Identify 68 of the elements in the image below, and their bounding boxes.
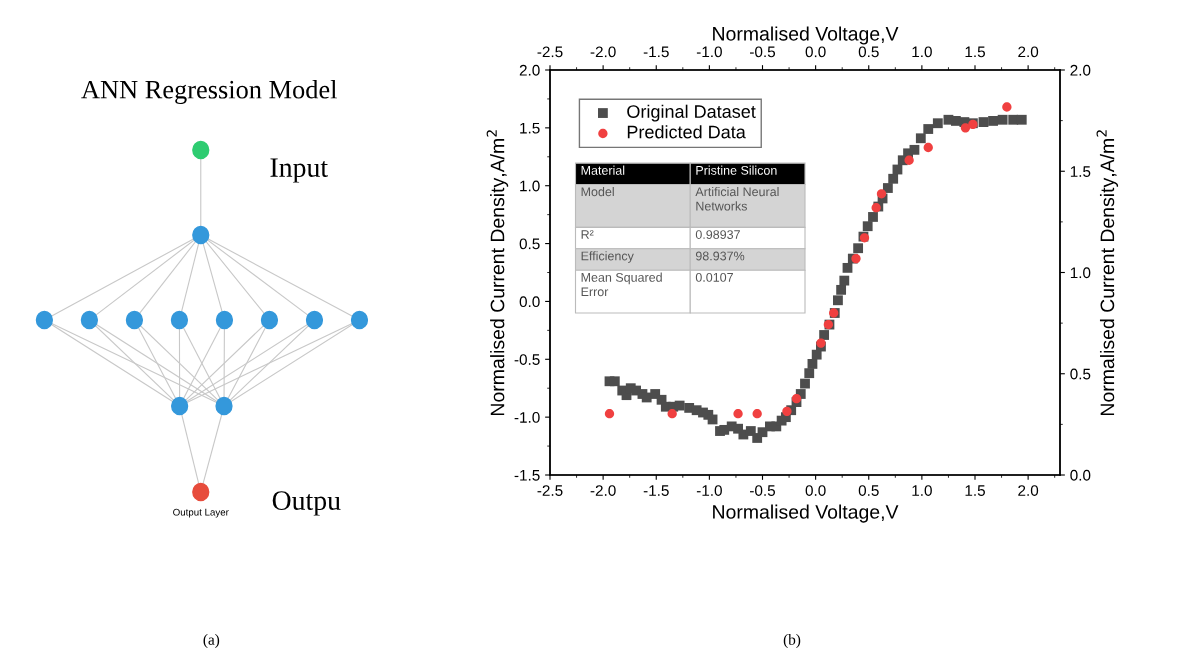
point	[816, 338, 826, 348]
annotation: 0.98937	[695, 230, 740, 239]
text: Output Layer	[173, 508, 229, 518]
y-axis-title: Normalised Current Density,A/m$^{2}$	[486, 130, 509, 415]
x-tick-label: -0.5	[750, 485, 776, 496]
annotation: 0.0107	[695, 272, 733, 282]
x2-tick-label: -2.0	[590, 46, 616, 58]
annotation: Efficiency	[581, 251, 634, 263]
y2-tick-label: 2.0	[1070, 64, 1091, 76]
y2-tick-label: 1.0	[1070, 267, 1091, 279]
y-tick-label: 0.0	[519, 296, 540, 308]
y-tick-label: 1.5	[520, 122, 540, 134]
point	[904, 155, 914, 165]
x2-tick-label: -0.5	[750, 46, 776, 58]
x-tick-label: -2.0	[590, 485, 616, 496]
y2-tick-label: 1.5	[1070, 166, 1091, 177]
annotation: 98.937%	[695, 251, 745, 261]
y2-tick-label: 0.5	[1070, 368, 1091, 380]
point	[604, 409, 615, 419]
y2-tick-label: 0.0	[1070, 469, 1091, 481]
y-tick-label: 1.0	[520, 180, 540, 192]
point	[923, 142, 933, 153]
x2-tick-label: -1.5	[643, 46, 669, 58]
annotation: Artificial Neural Networks	[695, 186, 779, 211]
annotation: Mean Squared Error	[581, 272, 662, 297]
point	[851, 253, 861, 264]
annotation: Model	[581, 186, 614, 197]
legend-label: Original Dataset	[627, 104, 756, 122]
y-tick-label: 2.0	[519, 64, 540, 76]
text: (a)	[203, 634, 220, 648]
x2-tick-label: 1.5	[965, 46, 985, 58]
x-tick-label: -1.0	[696, 485, 722, 496]
x-axis-title: Normalised Voltage,V	[713, 504, 899, 523]
text: Outpu	[272, 491, 341, 516]
point	[752, 409, 762, 419]
x-tick-label: -2.5	[537, 485, 563, 496]
text: Input	[270, 158, 328, 183]
point	[876, 189, 887, 199]
point	[782, 406, 792, 417]
text: (b)	[783, 634, 801, 648]
y2-axis-title: Normalised Current Density,A/m$^{2}$	[1096, 130, 1119, 415]
x-tick-label: 0.5	[858, 485, 879, 496]
x2-tick-label: 0.5	[858, 46, 879, 58]
x2-tick-label: -2.5	[537, 46, 563, 58]
x-tick-label: 0.0	[805, 485, 826, 496]
x2-tick-label: 1.0	[912, 46, 932, 58]
x2-tick-label: -1.0	[696, 46, 722, 58]
x-tick-label: 1.5	[965, 485, 985, 496]
y-tick-label: -1.0	[514, 412, 540, 423]
annotation: Pristine Silicon	[696, 165, 777, 175]
legend-label: Predicted Data	[627, 125, 746, 139]
y-tick-label: 0.5	[519, 238, 540, 250]
annotation: R²	[581, 230, 594, 239]
point	[791, 393, 802, 404]
x-tick-label: 1.0	[912, 485, 932, 496]
point	[733, 409, 743, 419]
x-tick-label: -1.5	[643, 485, 669, 496]
annotation: Material	[581, 165, 625, 175]
x-tick-label: 2.0	[1018, 485, 1039, 496]
point	[1002, 102, 1012, 112]
point	[667, 409, 677, 419]
x2-tick-label: 0.0	[805, 46, 826, 58]
x2-tick-label: 2.0	[1018, 46, 1039, 58]
x2-axis-title: Normalised Voltage,V	[713, 26, 899, 45]
y-tick-label: -1.5	[514, 470, 540, 481]
y-tick-label: -0.5	[514, 354, 540, 365]
point	[960, 123, 971, 133]
text: ANN Regression Model	[81, 80, 337, 104]
